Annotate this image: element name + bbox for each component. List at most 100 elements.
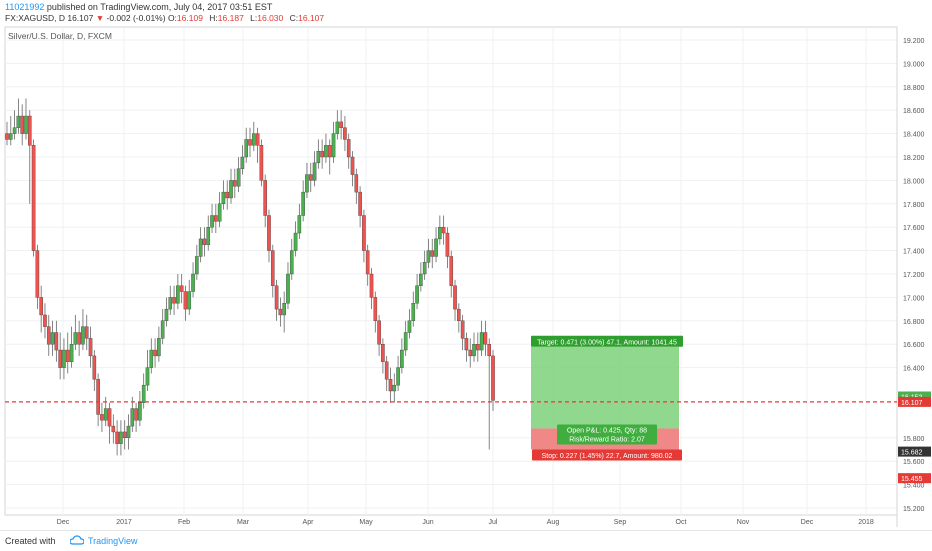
footer: Created with TradingView (0, 530, 932, 551)
x-tick-label: Mar (237, 519, 250, 526)
candle-body (346, 139, 351, 158)
tradingview-link[interactable]: TradingView (88, 536, 138, 546)
candle-body (20, 115, 24, 134)
candle-body (54, 332, 59, 351)
candle-body (259, 145, 264, 181)
price-chart[interactable]: 19.200 19.000 18.800 18.600 18.400 18.200 18.0… (0, 0, 932, 530)
candle-body (214, 215, 218, 222)
candle-body (373, 297, 378, 321)
candle-body (96, 379, 100, 415)
candle-body (324, 145, 328, 158)
candle-body (483, 332, 488, 345)
x-tick-label: Aug (547, 519, 560, 526)
candle-body (270, 250, 275, 286)
candle-body (415, 285, 419, 304)
candle-body (297, 215, 302, 234)
candle-body (343, 127, 347, 140)
candle-body (62, 349, 66, 368)
y-tick-label: 15.600 (903, 459, 925, 466)
x-tick-label: 2018 (858, 519, 874, 526)
candle-body (305, 174, 309, 193)
high-label: H: (209, 13, 218, 23)
candle-body (331, 133, 336, 158)
y-tick-label: 19.000 (903, 61, 925, 68)
candle-body (403, 332, 408, 351)
candle-body (263, 180, 267, 216)
y-tick-label: 16.600 (903, 342, 925, 349)
candle-body (103, 408, 108, 421)
published-text: published on TradingView.com, July 04, 2… (44, 2, 273, 12)
target-label-bg (531, 335, 683, 347)
candle-body (422, 262, 427, 275)
candle-body (92, 355, 97, 380)
candle-body (168, 297, 173, 310)
candle-body (449, 256, 454, 286)
x-tick-label: Feb (178, 519, 190, 526)
profit-zone (531, 401, 679, 429)
candle-body (164, 308, 169, 322)
candle-body (445, 232, 450, 257)
candle-body (426, 250, 431, 263)
y-tick-label: 17.800 (903, 202, 925, 209)
candle-body (210, 215, 214, 228)
pnl-label: Open P&L: 0.425, Qty: 88 (567, 427, 647, 434)
chart-header: 11021992 published on TradingView.com, J… (0, 0, 932, 24)
candle-body (179, 285, 184, 292)
candle-body (388, 379, 393, 392)
target-label: Target: 0.471 (3.00%) 47.1, Amount: 1041… (537, 339, 677, 346)
candle-body (130, 408, 135, 427)
candle-body (119, 431, 123, 444)
candle-body (274, 285, 279, 310)
price-label-bg (898, 473, 931, 484)
candle-body (176, 285, 180, 304)
price-axis-label: 16.107 (901, 400, 923, 407)
open-label: O: (167, 13, 177, 23)
candle-body (468, 349, 473, 357)
candle-body (195, 256, 199, 275)
candle-body (354, 174, 359, 193)
candle-body (134, 408, 138, 421)
candle-body (65, 349, 70, 362)
x-tick-label: Dec (57, 519, 70, 526)
candle-body (479, 332, 484, 351)
price-label-bg (898, 396, 931, 407)
symbol-info: FX:XAGUSD, D 16.107 (5, 13, 94, 23)
candle-body (293, 232, 298, 251)
candle-body (81, 326, 85, 345)
candle-body (278, 308, 283, 316)
price-label-bg (898, 391, 931, 402)
x-tick-label: May (359, 519, 373, 526)
y-tick-label: 18.800 (903, 85, 925, 92)
candle-body (460, 320, 465, 339)
candle-body (407, 320, 412, 333)
candle-body (457, 308, 461, 322)
candle-body (138, 402, 142, 421)
y-tick-label: 18.000 (903, 178, 925, 185)
candle-body (58, 349, 62, 368)
candle-body (365, 250, 370, 275)
candle-body (472, 344, 476, 357)
candle-body (411, 303, 416, 321)
chart-title: Silver/U.S. Dollar, D, FXCM (8, 31, 112, 41)
candle-body (464, 338, 469, 351)
candle-body (362, 215, 366, 251)
y-tick-label: 16.400 (903, 366, 925, 373)
candle-body (50, 332, 55, 345)
candle-body (267, 215, 271, 251)
candle-body (115, 431, 119, 444)
candle-body (233, 180, 237, 187)
y-tick-label: 17.400 (903, 249, 925, 256)
candle-body (35, 250, 40, 298)
author-link[interactable]: 11021992 (5, 2, 45, 12)
price-label-bg (898, 446, 931, 457)
candle-body (286, 273, 290, 304)
candle-body (289, 250, 294, 275)
candle-body (236, 168, 241, 187)
candle-body (221, 191, 226, 205)
y-tick-label: 18.600 (903, 108, 925, 115)
candle-body (419, 273, 423, 286)
candle-body (73, 332, 78, 345)
candle-body (5, 133, 9, 140)
candle-body (8, 133, 13, 140)
y-tick-label: 17.200 (903, 272, 925, 279)
